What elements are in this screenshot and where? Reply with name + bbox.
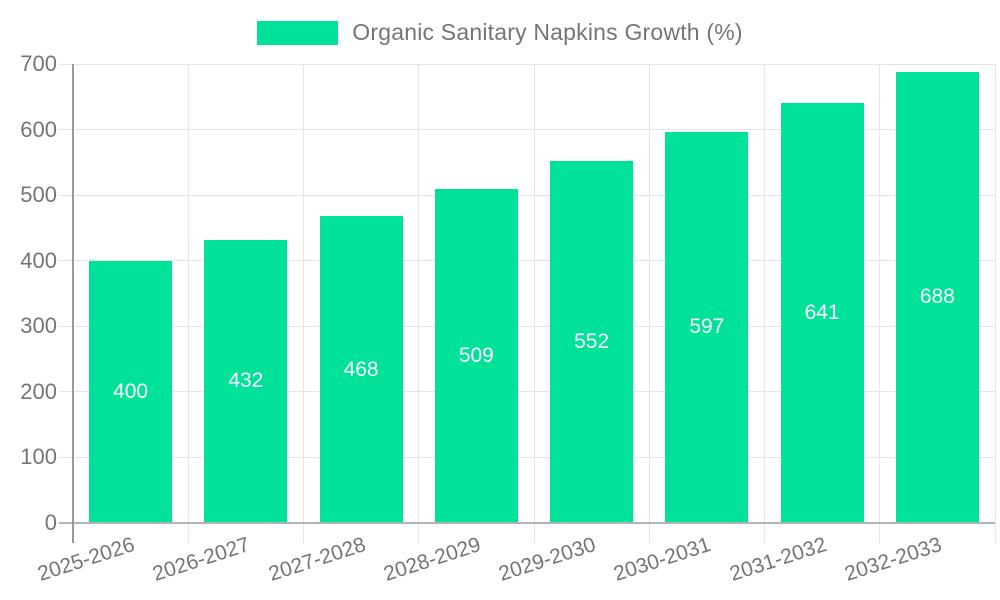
y-axis-tick-label: 0 [44,510,57,535]
x-axis-tick-label: 2027-2028 [265,533,369,586]
bar[interactable] [895,71,979,523]
legend-swatch-icon [257,20,339,45]
bar[interactable] [319,216,403,523]
y-gridline [59,260,995,262]
legend-label: Organic Sanitary Napkins Growth (%) [352,19,743,45]
bar[interactable] [780,102,864,523]
y-axis-tick-label: 500 [20,182,57,208]
bar-value-label: 688 [919,285,955,309]
x-gridline [994,64,996,543]
x-axis-tick-label: 2032-2033 [841,533,945,586]
x-axis-line [59,522,995,524]
bar[interactable] [665,131,749,523]
x-axis-tick-label: 2025-2026 [35,533,138,586]
bar-value-label: 552 [574,330,610,354]
y-axis-tick-label: 100 [20,444,57,470]
x-gridline [533,64,535,543]
x-axis-tick-label: 2030-2031 [611,533,714,586]
bar[interactable] [434,189,518,523]
x-gridline [764,64,765,543]
bar[interactable] [550,161,634,523]
bar-value-label: 641 [804,300,840,324]
bar[interactable] [89,260,173,523]
x-axis-tick-label: 2026-2027 [150,533,253,586]
y-axis-tick-label: 400 [20,247,57,273]
y-gridline [59,456,995,458]
bar-value-label: 597 [689,315,725,339]
y-axis-tick-label: 200 [20,378,57,404]
x-gridline [648,64,650,543]
y-gridline [59,194,995,196]
bar-value-label: 509 [458,344,494,368]
y-axis-line [72,64,74,543]
x-gridline [418,64,420,543]
x-gridline [187,64,189,543]
x-gridline [879,64,881,543]
y-axis-tick-label: 600 [20,116,57,142]
x-axis-tick-label: 2028-2029 [380,533,484,586]
x-axis-tick-label: 2029-2030 [496,533,599,586]
bar-value-label: 432 [228,369,264,393]
bar-value-label: 400 [113,379,149,403]
bar-value-label: 468 [343,357,379,381]
bar[interactable] [204,239,288,523]
y-gridline [59,129,995,131]
chart-legend[interactable]: Organic Sanitary Napkins Growth (%) [0,19,1000,46]
plot-area: 0 100 200 300 400 500 600 700 400 2025-2026 432 202… [20,52,996,586]
y-axis-tick-label: 300 [20,313,57,339]
y-gridline [59,63,995,65]
y-axis-tick-label: 700 [20,51,57,76]
y-gridline [59,325,995,327]
y-gridline [59,391,995,393]
x-gridline [303,64,304,543]
x-axis-tick-label: 2031-2032 [726,533,830,586]
